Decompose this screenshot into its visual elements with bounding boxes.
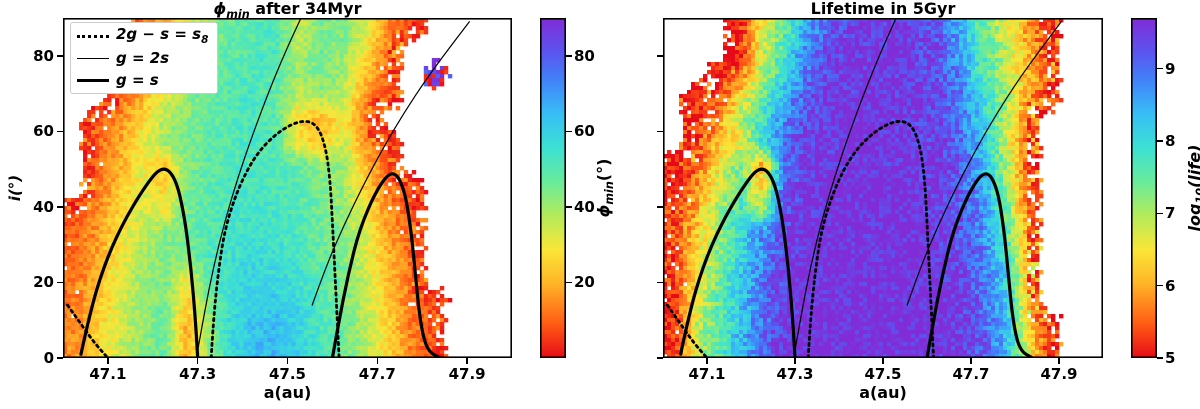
colorbar-tick-label: 20	[574, 273, 595, 292]
thin-line-sample	[77, 57, 109, 59]
y-tick-label: 20	[33, 273, 54, 292]
right-panel-title: Lifetime in 5Gyr	[810, 0, 956, 18]
left-x-axis-label: a(au)	[263, 383, 312, 402]
left-colorbar-label: ϕmin(°)	[594, 158, 617, 218]
y-tick-mark	[657, 357, 663, 359]
y-tick-mark	[657, 54, 663, 57]
legend-item-g-s: g = s	[77, 69, 208, 91]
colorbar-tick-mark	[566, 130, 572, 133]
left-colorbar	[540, 18, 566, 358]
y-tick-mark	[57, 206, 63, 208]
x-tick-mark	[706, 358, 708, 364]
phi-subscript: min	[226, 8, 250, 22]
y-tick-mark	[57, 54, 63, 57]
colorbar-tick-mark	[1157, 212, 1163, 215]
contour-legend: 2g − s = s8 g = 2s g = s	[70, 22, 219, 94]
y-tick-mark	[657, 281, 663, 284]
legend-item-g-2s: g = 2s	[77, 47, 208, 69]
colorbar-tick-mark	[566, 281, 572, 284]
y-tick-mark	[657, 206, 663, 208]
x-tick-label: 47.9	[448, 365, 486, 383]
y-tick-mark	[57, 281, 63, 284]
colorbar-tick-label: 8	[1165, 131, 1176, 150]
legend-label: g = s	[116, 70, 159, 89]
x-tick-label: 47.3	[179, 365, 217, 383]
y-tick-label: 80	[33, 46, 54, 65]
colorbar-tick-label: 5	[1165, 349, 1176, 367]
x-tick-mark	[1058, 358, 1060, 364]
x-tick-label: 47.3	[776, 365, 814, 383]
x-tick-mark	[196, 358, 199, 364]
x-tick-mark	[107, 358, 109, 364]
colorbar-tick-label: 7	[1165, 204, 1176, 223]
y-tick-label: 0	[43, 349, 54, 367]
right-colorbar	[1131, 18, 1157, 358]
y-tick-mark	[657, 130, 663, 133]
x-tick-label: 47.5	[268, 365, 306, 383]
dotted-line-sample	[77, 34, 109, 38]
x-tick-mark	[376, 358, 379, 364]
colorbar-tick-label: 40	[574, 197, 595, 216]
legend-item-2g-s-s8: 2g − s = s8	[77, 25, 208, 47]
colorbar-tick-mark	[566, 206, 572, 208]
x-tick-label: 47.9	[1040, 365, 1078, 383]
y-tick-mark	[57, 130, 63, 133]
legend-label: g = 2s	[116, 48, 170, 67]
colorbar-tick-label: 6	[1165, 276, 1176, 295]
colorbar-tick-mark	[1157, 67, 1163, 70]
colorbar-tick-label: 60	[574, 122, 595, 141]
y-tick-label: 40	[33, 197, 54, 216]
colorbar-tick-mark	[1157, 357, 1163, 359]
right-heatmap-plot	[663, 18, 1103, 358]
thick-line-sample	[77, 78, 109, 82]
x-tick-label: 47.7	[952, 365, 990, 383]
x-tick-label: 47.1	[688, 365, 726, 383]
right-x-axis-label: a(au)	[859, 383, 907, 402]
left-panel-title: ϕmin after 34Myr	[63, 0, 512, 22]
x-tick-label: 47.1	[89, 365, 127, 383]
x-tick-mark	[794, 358, 796, 364]
x-tick-label: 47.7	[358, 365, 396, 383]
y-tick-label: 60	[33, 122, 54, 141]
colorbar-tick-mark	[1157, 284, 1163, 287]
colorbar-tick-label: 9	[1165, 59, 1176, 78]
colorbar-tick-label: 80	[574, 46, 595, 65]
left-title-rest: after 34Myr	[249, 0, 362, 18]
y-tick-mark	[57, 357, 63, 359]
colorbar-tick-mark	[1157, 140, 1163, 142]
x-tick-mark	[970, 358, 972, 364]
legend-label: 2g − s = s8	[116, 24, 209, 46]
x-tick-label: 47.5	[864, 365, 902, 383]
x-tick-mark	[286, 358, 289, 364]
x-tick-mark	[466, 358, 468, 364]
x-tick-mark	[882, 358, 884, 364]
phi-symbol: ϕ	[213, 0, 227, 18]
colorbar-tick-mark	[566, 54, 572, 57]
